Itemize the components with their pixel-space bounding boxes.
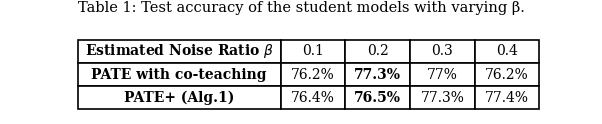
Text: Table 1: Test accuracy of the student models with varying β.: Table 1: Test accuracy of the student mo…: [78, 1, 524, 15]
